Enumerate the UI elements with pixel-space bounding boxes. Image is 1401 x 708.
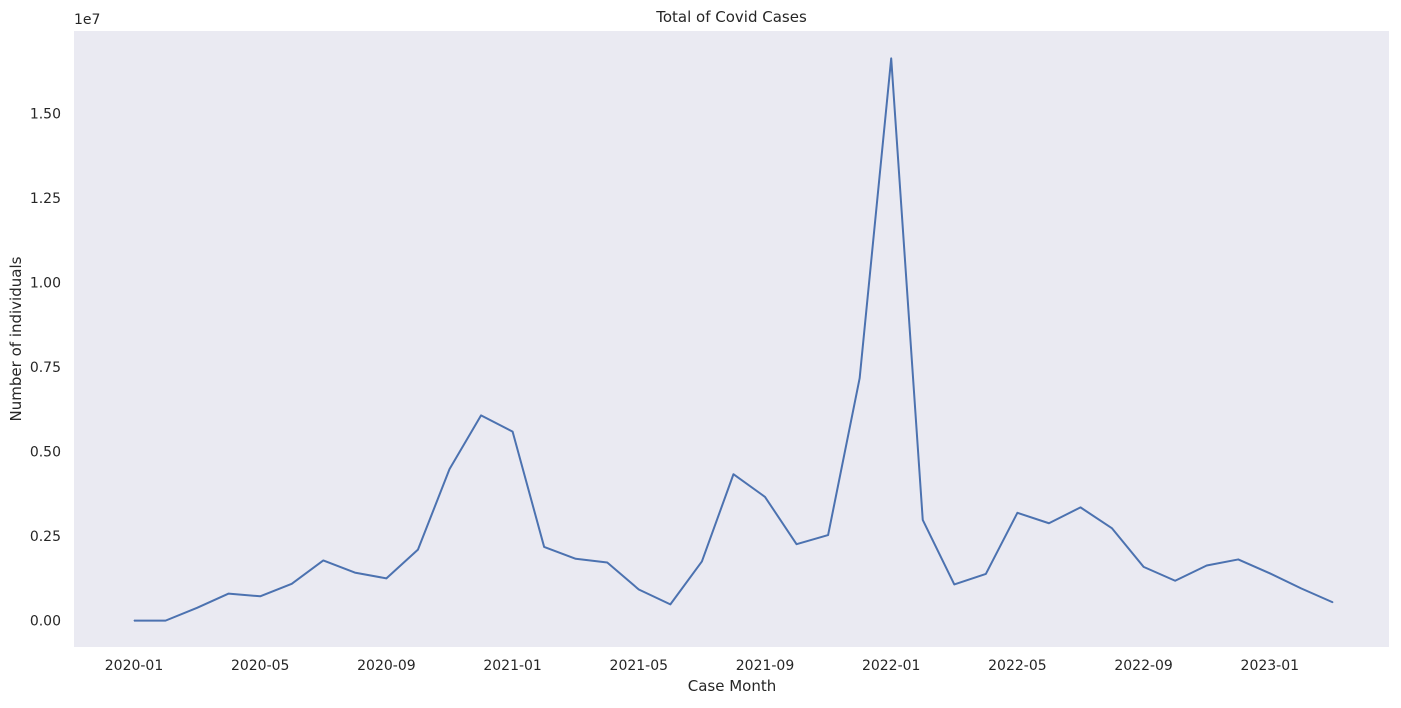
data-point: [133, 620, 135, 622]
data-point: [1332, 601, 1334, 603]
data-point: [827, 534, 829, 536]
data-point: [512, 431, 514, 433]
data-point: [1080, 506, 1081, 508]
data-point: [669, 603, 671, 605]
data-point: [354, 572, 356, 574]
x-axis-label: Case Month: [688, 677, 777, 695]
y-offset-label: 1e7: [74, 12, 100, 28]
x-tick-label: 2022-09: [1114, 658, 1173, 674]
y-tick-label: 1.00: [30, 276, 61, 292]
data-point: [196, 607, 198, 609]
data-point: [638, 589, 640, 591]
x-tick-label: 2022-01: [862, 658, 921, 674]
x-tick-label: 2021-09: [736, 658, 795, 674]
data-point: [417, 549, 419, 551]
data-point: [259, 595, 261, 597]
data-point: [480, 414, 482, 416]
x-tick-label: 2020-05: [231, 658, 290, 674]
data-point: [859, 377, 861, 379]
x-tick-label: 2020-09: [357, 658, 416, 674]
plot-background: [74, 31, 1389, 647]
data-point: [322, 559, 324, 561]
data-point: [575, 558, 577, 560]
data-point: [165, 620, 167, 622]
data-point: [1206, 565, 1208, 567]
data-point: [701, 560, 703, 562]
data-point: [1269, 572, 1271, 574]
data-point: [228, 593, 230, 595]
data-point: [1300, 588, 1302, 590]
data-point: [922, 519, 924, 521]
data-point: [985, 573, 987, 575]
x-tick-label: 2021-05: [610, 658, 669, 674]
x-tick-label: 2020-01: [105, 658, 164, 674]
y-tick-label: 0.50: [30, 445, 61, 461]
data-point: [1111, 527, 1113, 529]
data-point: [1016, 512, 1018, 514]
x-tick-label: 2022-05: [988, 658, 1047, 674]
x-tick-labels: 2020-01 2020-05 2020-09 2021-01 2021-05 2021-…: [105, 658, 1299, 674]
data-point: [291, 583, 293, 585]
data-point: [449, 468, 450, 470]
series-layer: [133, 57, 1334, 622]
data-point: [953, 583, 955, 585]
y-tick-label: 0.25: [30, 529, 61, 545]
y-tick-label: 0.75: [30, 360, 61, 376]
data-point: [764, 496, 766, 498]
data-point: [543, 546, 545, 548]
data-point: [796, 543, 798, 545]
chart-title: Total of Covid Cases: [655, 8, 807, 26]
x-tick-label: 2023-01: [1241, 658, 1300, 674]
x-tick-label: 2021-01: [483, 658, 542, 674]
data-point: [606, 561, 608, 563]
y-tick-label: 1.25: [30, 191, 61, 207]
y-tick-label: 0.00: [30, 614, 61, 630]
data-point: [1048, 522, 1050, 524]
data-point: [1143, 566, 1145, 568]
data-point: [385, 577, 387, 579]
data-point: [890, 57, 892, 59]
data-point: [1174, 580, 1176, 582]
y-tick-label: 1.50: [30, 106, 61, 122]
data-point: [732, 473, 734, 475]
y-tick-labels: 0.00 0.25 0.50 0.75 1.00 1.25 1.50: [30, 106, 61, 629]
data-point: [1237, 558, 1239, 560]
y-axis-label: Number of individuals: [7, 256, 25, 421]
